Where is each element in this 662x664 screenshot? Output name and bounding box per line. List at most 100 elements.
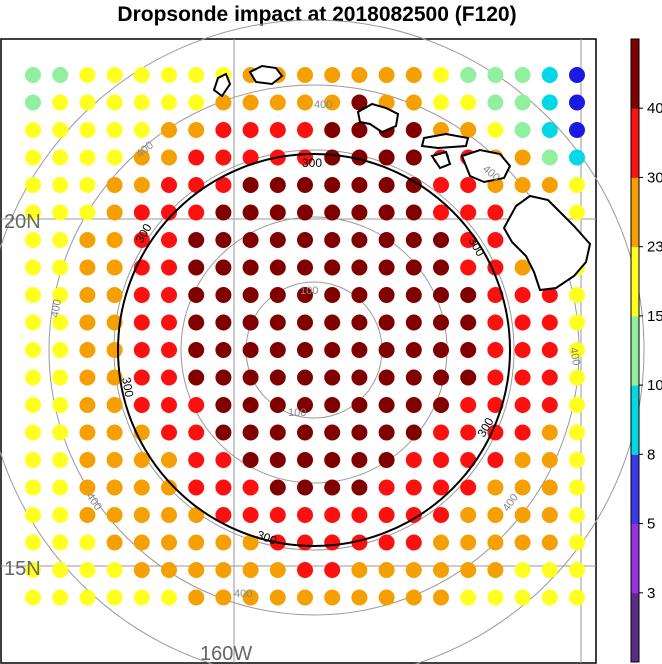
impact-dot bbox=[541, 149, 558, 166]
impact-dot bbox=[514, 589, 531, 606]
impact-dot bbox=[161, 479, 177, 496]
impact-dot bbox=[487, 342, 504, 358]
impact-dot bbox=[378, 589, 395, 606]
impact-dot bbox=[297, 314, 313, 331]
impact-dot bbox=[405, 259, 422, 276]
impact-dot bbox=[188, 94, 205, 111]
impact-dot bbox=[351, 562, 368, 578]
impact-dot bbox=[215, 424, 232, 441]
impact-dot bbox=[351, 67, 368, 83]
colorbar-segment bbox=[631, 592, 639, 663]
impact-dot bbox=[52, 149, 69, 166]
impact-dot bbox=[188, 369, 205, 386]
impact-dot bbox=[405, 232, 422, 248]
impact-dot bbox=[514, 369, 531, 386]
impact-dot bbox=[25, 204, 41, 221]
impact-dot bbox=[25, 397, 41, 413]
impact-dot bbox=[79, 452, 96, 468]
impact-dot bbox=[188, 397, 205, 413]
impact-dot bbox=[161, 534, 177, 551]
impact-dot bbox=[269, 562, 286, 578]
impact-dot bbox=[351, 534, 368, 551]
impact-dot bbox=[79, 562, 96, 578]
impact-dot bbox=[215, 232, 232, 248]
impact-dot bbox=[215, 342, 232, 358]
impact-dot bbox=[79, 177, 96, 193]
impact-dot bbox=[242, 122, 259, 138]
impact-dot bbox=[188, 259, 205, 276]
impact-dot bbox=[215, 397, 232, 413]
colorbar-segment bbox=[631, 108, 639, 178]
impact-dot bbox=[378, 204, 395, 221]
impact-dot bbox=[242, 424, 259, 441]
impact-dot bbox=[269, 479, 286, 496]
impact-dot bbox=[324, 424, 341, 441]
impact-dot bbox=[161, 342, 177, 358]
colorbar-segment bbox=[631, 315, 639, 386]
impact-dot bbox=[242, 287, 259, 303]
colorbar-segment bbox=[631, 246, 639, 317]
impact-dot bbox=[52, 342, 69, 358]
impact-dot bbox=[106, 287, 123, 303]
impact-dot bbox=[188, 424, 205, 441]
impact-dot bbox=[460, 369, 477, 386]
impact-dot bbox=[514, 562, 531, 578]
impact-dot bbox=[133, 204, 150, 221]
impact-dot bbox=[297, 397, 313, 413]
impact-dot bbox=[351, 177, 368, 193]
impact-dot bbox=[324, 287, 341, 303]
impact-dot bbox=[324, 232, 341, 248]
impact-dot bbox=[297, 369, 313, 386]
impact-dot bbox=[487, 589, 504, 606]
impact-dot bbox=[242, 562, 259, 578]
ring-label: 400 bbox=[314, 99, 332, 111]
impact-dot bbox=[25, 342, 41, 358]
impact-dot bbox=[487, 204, 504, 221]
impact-dot bbox=[79, 94, 96, 111]
impact-dot bbox=[52, 397, 69, 413]
impact-dot bbox=[405, 507, 422, 523]
impact-dot bbox=[378, 287, 395, 303]
impact-dot bbox=[324, 342, 341, 358]
impact-dot bbox=[133, 342, 150, 358]
impact-dot bbox=[133, 67, 150, 83]
impact-dot bbox=[378, 177, 395, 193]
impact-dot bbox=[242, 589, 259, 606]
impact-dot bbox=[405, 369, 422, 386]
colorbar-segment bbox=[631, 385, 639, 455]
impact-dot bbox=[351, 122, 368, 138]
impact-dot bbox=[161, 149, 177, 166]
impact-dot bbox=[106, 232, 123, 248]
impact-dot bbox=[188, 287, 205, 303]
impact-dot bbox=[569, 204, 585, 221]
impact-dot bbox=[79, 67, 96, 83]
impact-dot bbox=[487, 232, 504, 248]
contour-300 bbox=[117, 153, 511, 547]
impact-dot bbox=[79, 589, 96, 606]
impact-dot bbox=[161, 507, 177, 523]
impact-dot bbox=[487, 259, 504, 276]
impact-dot bbox=[541, 424, 558, 441]
impact-dot bbox=[297, 67, 313, 83]
impact-dot bbox=[215, 479, 232, 496]
colorbar-tick-label: 5 bbox=[647, 516, 655, 533]
impact-dot bbox=[297, 342, 313, 358]
impact-dot bbox=[460, 397, 477, 413]
impact-dot bbox=[324, 562, 341, 578]
impact-dot bbox=[405, 122, 422, 138]
impact-dot bbox=[514, 424, 531, 441]
impact-dot bbox=[52, 369, 69, 386]
impact-dot bbox=[569, 562, 585, 578]
impact-dot bbox=[52, 424, 69, 441]
impact-dot bbox=[433, 369, 449, 386]
impact-dot bbox=[188, 177, 205, 193]
impact-dot bbox=[460, 342, 477, 358]
impact-dot bbox=[297, 94, 313, 111]
impact-dot bbox=[215, 204, 232, 221]
impact-dot bbox=[79, 287, 96, 303]
colorbar-tick-label: 8 bbox=[647, 446, 655, 463]
impact-dot bbox=[405, 177, 422, 193]
impact-dot bbox=[514, 149, 531, 166]
impact-dot bbox=[133, 122, 150, 138]
impact-dot bbox=[514, 479, 531, 496]
